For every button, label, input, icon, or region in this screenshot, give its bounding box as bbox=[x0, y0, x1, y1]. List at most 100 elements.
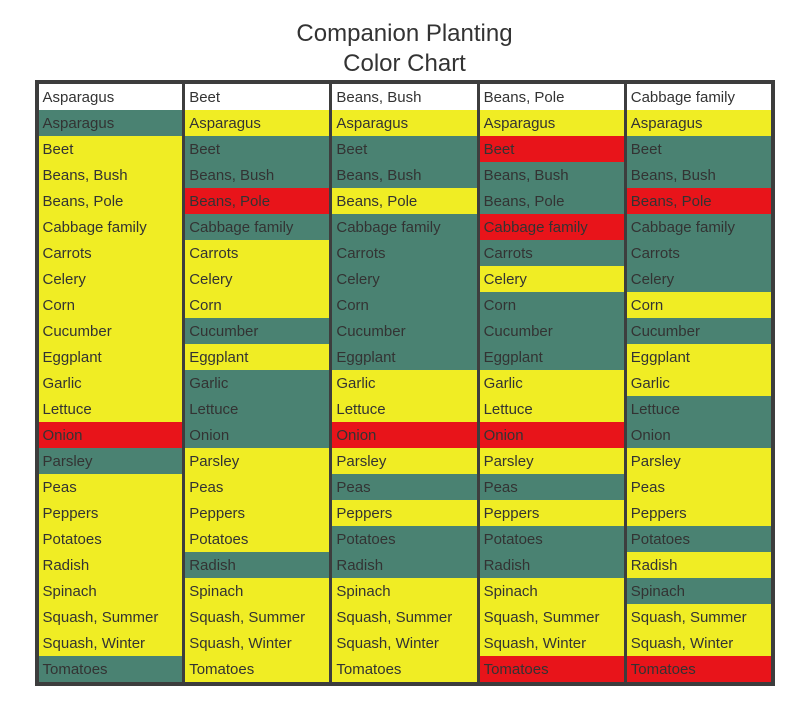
table-cell: Garlic bbox=[331, 370, 478, 396]
table-cell: Peas bbox=[478, 474, 625, 500]
table-cell: Garlic bbox=[184, 370, 331, 396]
table-cell: Cucumber bbox=[37, 318, 184, 344]
table-cell: Cabbage family bbox=[184, 214, 331, 240]
table-cell: Radish bbox=[331, 552, 478, 578]
table-cell: Radish bbox=[625, 552, 772, 578]
table-row: PotatoesPotatoesPotatoesPotatoesPotatoes bbox=[37, 526, 773, 552]
table-cell: Squash, Summer bbox=[478, 604, 625, 630]
table-cell: Asparagus bbox=[625, 110, 772, 136]
table-cell: Lettuce bbox=[184, 396, 331, 422]
table-cell: Celery bbox=[184, 266, 331, 292]
table-cell: Parsley bbox=[478, 448, 625, 474]
table-cell: Corn bbox=[331, 292, 478, 318]
table-cell: Beans, Pole bbox=[478, 188, 625, 214]
table-row: SpinachSpinachSpinachSpinachSpinach bbox=[37, 578, 773, 604]
table-cell: Asparagus bbox=[37, 110, 184, 136]
table-cell: Tomatoes bbox=[184, 656, 331, 684]
table-cell: Corn bbox=[625, 292, 772, 318]
table-cell: Spinach bbox=[625, 578, 772, 604]
table-cell: Radish bbox=[37, 552, 184, 578]
table-header-row: AsparagusBeetBeans, BushBeans, PoleCabba… bbox=[37, 82, 773, 110]
column-header: Beans, Pole bbox=[478, 82, 625, 110]
table-cell: Celery bbox=[37, 266, 184, 292]
table-cell: Parsley bbox=[37, 448, 184, 474]
table-cell: Onion bbox=[184, 422, 331, 448]
table-cell: Tomatoes bbox=[625, 656, 772, 684]
table-row: RadishRadishRadishRadishRadish bbox=[37, 552, 773, 578]
table-cell: Garlic bbox=[625, 370, 772, 396]
table-cell: Spinach bbox=[331, 578, 478, 604]
table-cell: Onion bbox=[478, 422, 625, 448]
table-cell: Beans, Pole bbox=[625, 188, 772, 214]
table-cell: Parsley bbox=[331, 448, 478, 474]
table-cell: Eggplant bbox=[625, 344, 772, 370]
table-row: PeasPeasPeasPeasPeas bbox=[37, 474, 773, 500]
table-row: BeetBeetBeetBeetBeet bbox=[37, 136, 773, 162]
table-cell: Peppers bbox=[184, 500, 331, 526]
column-header: Asparagus bbox=[37, 82, 184, 110]
table-cell: Parsley bbox=[625, 448, 772, 474]
table-cell: Lettuce bbox=[331, 396, 478, 422]
table-cell: Beet bbox=[331, 136, 478, 162]
table-cell: Cabbage family bbox=[331, 214, 478, 240]
column-header: Beet bbox=[184, 82, 331, 110]
table-cell: Squash, Summer bbox=[37, 604, 184, 630]
table-cell: Corn bbox=[37, 292, 184, 318]
table-cell: Celery bbox=[478, 266, 625, 292]
table-cell: Squash, Summer bbox=[625, 604, 772, 630]
table-cell: Spinach bbox=[478, 578, 625, 604]
table-cell: Beans, Bush bbox=[331, 162, 478, 188]
table-cell: Peppers bbox=[478, 500, 625, 526]
table-cell: Cucumber bbox=[478, 318, 625, 344]
table-cell: Eggplant bbox=[478, 344, 625, 370]
table-cell: Beans, Pole bbox=[331, 188, 478, 214]
table-cell: Eggplant bbox=[331, 344, 478, 370]
table-row: AsparagusAsparagusAsparagusAsparagusAspa… bbox=[37, 110, 773, 136]
table-cell: Beans, Bush bbox=[184, 162, 331, 188]
table-cell: Radish bbox=[478, 552, 625, 578]
table-cell: Beet bbox=[478, 136, 625, 162]
table-cell: Eggplant bbox=[184, 344, 331, 370]
table-cell: Asparagus bbox=[478, 110, 625, 136]
table-cell: Tomatoes bbox=[331, 656, 478, 684]
table-row: Beans, PoleBeans, PoleBeans, PoleBeans, … bbox=[37, 188, 773, 214]
table-cell: Beans, Bush bbox=[37, 162, 184, 188]
table-cell: Lettuce bbox=[625, 396, 772, 422]
table-cell: Radish bbox=[184, 552, 331, 578]
table-cell: Cabbage family bbox=[478, 214, 625, 240]
table-cell: Garlic bbox=[37, 370, 184, 396]
table-row: PeppersPeppersPeppersPeppersPeppers bbox=[37, 500, 773, 526]
table-row: Cabbage familyCabbage familyCabbage fami… bbox=[37, 214, 773, 240]
table-cell: Lettuce bbox=[478, 396, 625, 422]
table-cell: Carrots bbox=[478, 240, 625, 266]
table-cell: Potatoes bbox=[184, 526, 331, 552]
table-row: GarlicGarlicGarlicGarlicGarlic bbox=[37, 370, 773, 396]
table-cell: Potatoes bbox=[625, 526, 772, 552]
companion-planting-table: AsparagusBeetBeans, BushBeans, PoleCabba… bbox=[35, 80, 775, 686]
column-header: Beans, Bush bbox=[331, 82, 478, 110]
table-row: CornCornCornCornCorn bbox=[37, 292, 773, 318]
table-cell: Carrots bbox=[184, 240, 331, 266]
table-cell: Peppers bbox=[37, 500, 184, 526]
table-cell: Celery bbox=[625, 266, 772, 292]
table-cell: Beans, Pole bbox=[184, 188, 331, 214]
table-cell: Beans, Bush bbox=[625, 162, 772, 188]
table-cell: Peas bbox=[37, 474, 184, 500]
table-cell: Asparagus bbox=[331, 110, 478, 136]
table-row: OnionOnionOnionOnionOnion bbox=[37, 422, 773, 448]
table-cell: Beans, Pole bbox=[37, 188, 184, 214]
table-row: Squash, SummerSquash, SummerSquash, Summ… bbox=[37, 604, 773, 630]
table-row: EggplantEggplantEggplantEggplantEggplant bbox=[37, 344, 773, 370]
table-cell: Peppers bbox=[331, 500, 478, 526]
table-row: TomatoesTomatoesTomatoesTomatoesTomatoes bbox=[37, 656, 773, 684]
table-cell: Corn bbox=[478, 292, 625, 318]
table-cell: Beet bbox=[184, 136, 331, 162]
table-cell: Onion bbox=[37, 422, 184, 448]
table-cell: Celery bbox=[331, 266, 478, 292]
table-cell: Potatoes bbox=[478, 526, 625, 552]
table-cell: Beet bbox=[37, 136, 184, 162]
table-cell: Cabbage family bbox=[625, 214, 772, 240]
table-cell: Cucumber bbox=[331, 318, 478, 344]
table-cell: Carrots bbox=[625, 240, 772, 266]
table-cell: Carrots bbox=[331, 240, 478, 266]
